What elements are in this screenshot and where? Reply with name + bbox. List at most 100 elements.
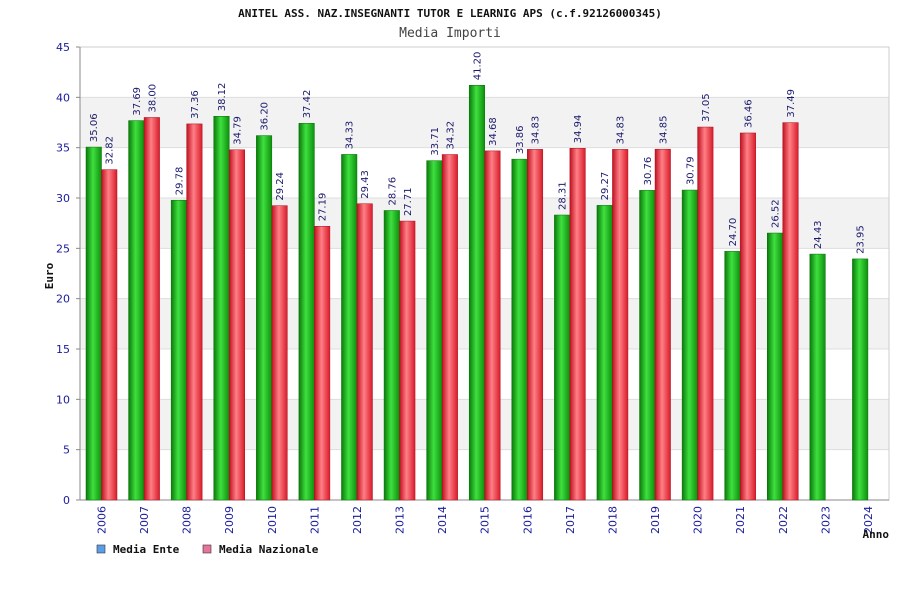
y-tick-label: 40 bbox=[56, 91, 70, 104]
data-label: 29.78 bbox=[174, 167, 185, 196]
data-label: 34.79 bbox=[232, 116, 243, 145]
bar-media-nazionale bbox=[228, 149, 245, 501]
x-tick-label: 2015 bbox=[479, 506, 492, 534]
legend-label-media-ente: Media Ente bbox=[113, 543, 180, 556]
bar-media-nazionale bbox=[143, 117, 160, 501]
y-tick-label: 15 bbox=[56, 343, 70, 356]
x-tick-label: 2016 bbox=[521, 506, 534, 534]
bar-media-ente bbox=[554, 214, 571, 501]
data-label: 34.83 bbox=[531, 116, 542, 145]
bar-media-nazionale bbox=[782, 122, 799, 501]
chart-subtitle: Media Importi bbox=[399, 26, 501, 41]
bar-media-nazionale bbox=[654, 148, 671, 501]
x-tick-label: 2008 bbox=[181, 506, 194, 534]
bar-media-nazionale bbox=[527, 149, 544, 501]
bar-media-nazionale bbox=[697, 126, 714, 501]
data-label: 36.46 bbox=[743, 99, 754, 128]
x-axis-ticks: 2006 2007 2008 2009 2010 2011 2012 2013 2014 2015… bbox=[96, 506, 875, 534]
y-axis-label: Euro bbox=[43, 262, 56, 289]
y-axis-ticks: 0 5 10 15 20 25 30 35 40 45 bbox=[56, 41, 70, 507]
data-label: 37.05 bbox=[701, 93, 712, 122]
bar-media-nazionale bbox=[314, 226, 331, 501]
bar-media-ente bbox=[298, 123, 315, 501]
bars bbox=[85, 85, 869, 501]
bar-media-ente bbox=[767, 232, 784, 501]
data-label: 37.49 bbox=[786, 89, 797, 118]
bar-media-nazionale bbox=[271, 205, 288, 501]
legend-swatch-media-nazionale bbox=[202, 544, 212, 554]
x-tick-label: 2009 bbox=[223, 506, 236, 534]
bar-media-nazionale bbox=[399, 220, 416, 501]
data-label: 27.71 bbox=[403, 187, 414, 216]
bar-media-ente bbox=[511, 158, 528, 501]
data-label: 35.06 bbox=[89, 113, 100, 142]
bar-media-ente bbox=[383, 210, 400, 501]
x-tick-label: 2012 bbox=[351, 506, 364, 534]
bar-media-nazionale bbox=[569, 148, 586, 501]
data-label: 36.20 bbox=[260, 102, 271, 131]
x-tick-label: 2010 bbox=[266, 506, 279, 534]
bar-media-nazionale bbox=[484, 150, 501, 501]
bar-media-ente bbox=[213, 116, 230, 501]
y-tick-label: 30 bbox=[56, 192, 70, 205]
bar-media-nazionale bbox=[101, 169, 118, 501]
x-tick-label: 2022 bbox=[777, 506, 790, 534]
data-label: 37.36 bbox=[190, 90, 201, 119]
y-tick-label: 20 bbox=[56, 293, 70, 306]
data-label: 24.43 bbox=[813, 220, 824, 249]
legend-label-media-nazionale: Media Nazionale bbox=[219, 543, 319, 556]
data-label: 27.19 bbox=[318, 193, 329, 222]
data-label: 28.31 bbox=[558, 181, 569, 210]
data-label: 29.27 bbox=[600, 172, 611, 201]
data-label: 41.20 bbox=[472, 52, 483, 81]
data-labels: 35.06 32.82 37.69 38.00 29.78 37.36 38.12 34.79… bbox=[89, 52, 866, 254]
data-label: 26.52 bbox=[771, 199, 782, 228]
legend: Media Ente Media Nazionale bbox=[96, 543, 319, 556]
bar-media-ente bbox=[256, 135, 273, 501]
bar-media-nazionale bbox=[612, 149, 629, 501]
x-tick-label: 2018 bbox=[606, 506, 619, 534]
data-label: 29.24 bbox=[275, 172, 286, 201]
data-label: 34.94 bbox=[573, 115, 584, 144]
data-label: 32.82 bbox=[105, 136, 116, 165]
data-label: 34.32 bbox=[445, 121, 456, 150]
bar-media-ente bbox=[426, 160, 443, 501]
data-label: 34.83 bbox=[616, 116, 627, 145]
y-tick-label: 5 bbox=[63, 444, 70, 457]
data-label: 24.70 bbox=[728, 218, 739, 247]
bar-media-ente bbox=[85, 146, 102, 501]
bar-media-nazionale bbox=[186, 123, 203, 501]
bar-media-ente bbox=[170, 199, 187, 501]
x-axis-label: Anno bbox=[863, 528, 890, 541]
x-tick-label: 2014 bbox=[436, 506, 449, 534]
data-label: 33.86 bbox=[515, 126, 526, 155]
x-tick-label: 2006 bbox=[96, 506, 109, 534]
data-label: 23.95 bbox=[856, 225, 867, 254]
data-label: 34.33 bbox=[345, 121, 356, 150]
x-tick-label: 2021 bbox=[734, 506, 747, 534]
y-tick-label: 10 bbox=[56, 393, 70, 406]
bar-media-ente bbox=[724, 251, 741, 501]
y-tick-label: 0 bbox=[63, 494, 70, 507]
x-tick-label: 2011 bbox=[308, 506, 321, 534]
x-tick-label: 2024 bbox=[862, 506, 875, 534]
bar-media-ente bbox=[809, 253, 826, 501]
x-tick-label: 2019 bbox=[649, 506, 662, 534]
data-label: 37.42 bbox=[302, 90, 313, 119]
data-label: 29.43 bbox=[360, 170, 371, 199]
bar-media-ente bbox=[468, 85, 485, 501]
bar-media-ente bbox=[681, 189, 698, 501]
bar-media-ente bbox=[596, 205, 613, 501]
bar-media-nazionale bbox=[441, 154, 458, 501]
bar-media-ente bbox=[128, 120, 145, 501]
data-label: 33.71 bbox=[430, 127, 441, 156]
data-label: 34.85 bbox=[658, 116, 669, 145]
chart-title: ANITEL ASS. NAZ.INSEGNANTI TUTOR E LEARN… bbox=[238, 7, 662, 20]
x-tick-label: 2007 bbox=[138, 506, 151, 534]
data-label: 38.00 bbox=[147, 84, 158, 113]
data-label: 38.12 bbox=[217, 83, 228, 112]
data-label: 30.76 bbox=[643, 157, 654, 186]
data-label: 30.79 bbox=[685, 156, 696, 185]
legend-swatch-media-ente bbox=[96, 544, 106, 554]
